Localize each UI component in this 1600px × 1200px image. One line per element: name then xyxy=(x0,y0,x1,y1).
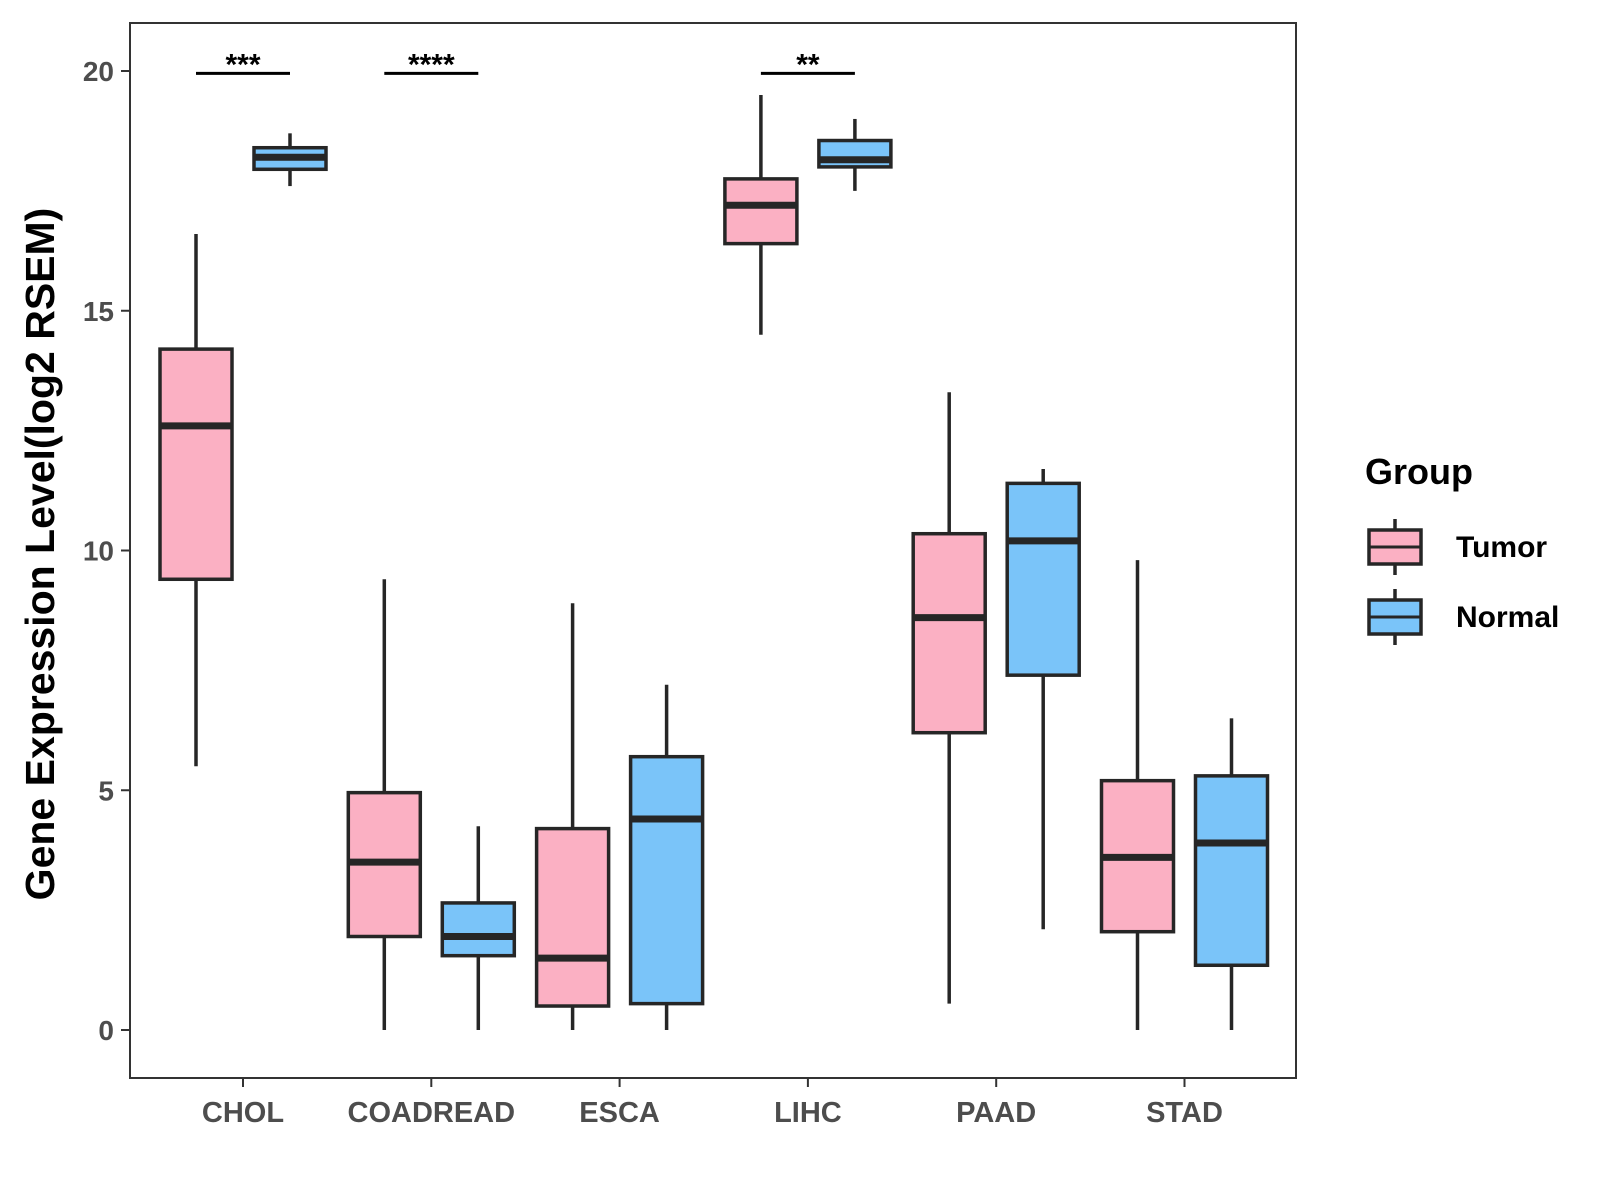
x-tick-label: CHOL xyxy=(202,1097,284,1129)
y-tick-label: 15 xyxy=(83,296,114,327)
box-normal-stad xyxy=(1193,718,1270,1030)
box-body xyxy=(440,901,517,958)
box-normal-chol xyxy=(252,133,328,187)
legend-title: Group xyxy=(1365,451,1473,492)
box-tumor-stad xyxy=(1099,560,1176,1030)
legend-items: Tumor Normal xyxy=(1367,519,1559,645)
significance-annotations: *** **** ** xyxy=(196,48,855,81)
significance-label: ** xyxy=(796,48,820,81)
box-body xyxy=(1193,774,1270,968)
box-body xyxy=(911,531,987,735)
boxes xyxy=(158,94,1270,1030)
x-tick-label: LIHC xyxy=(774,1097,842,1129)
legend: Group Tumor Normal xyxy=(1365,451,1559,645)
significance-chol: *** xyxy=(196,48,290,81)
box-normal-esca xyxy=(628,684,705,1030)
box-tumor-chol xyxy=(158,234,234,767)
box-body xyxy=(534,826,611,1008)
legend-label: Normal xyxy=(1456,601,1559,634)
legend-label: Tumor xyxy=(1456,531,1547,564)
box-body xyxy=(723,177,799,246)
legend-item-normal: Normal xyxy=(1367,589,1559,645)
y-tick-label: 0 xyxy=(98,1015,114,1046)
box-tumor-paad xyxy=(911,392,987,1004)
x-tick-label: COADREAD xyxy=(348,1097,516,1129)
significance-coadread: **** xyxy=(384,48,479,81)
legend-item-tumor: Tumor xyxy=(1367,519,1547,575)
box-tumor-lihc xyxy=(723,94,799,335)
x-axis: CHOL COADREAD ESCA LIHC PAAD STAD xyxy=(202,1078,1223,1129)
y-tick-label: 10 xyxy=(83,536,114,567)
box-tumor-coadread xyxy=(346,579,423,1030)
box-body xyxy=(158,347,234,582)
y-tick-label: 5 xyxy=(98,775,114,806)
box-normal-paad xyxy=(1005,468,1081,930)
box-body xyxy=(628,754,705,1006)
significance-lihc: ** xyxy=(760,48,855,81)
x-tick-label: PAAD xyxy=(956,1097,1036,1129)
y-tick-label: 20 xyxy=(83,56,114,87)
y-axis: 0 5 10 15 20 xyxy=(83,56,130,1046)
box-body xyxy=(1005,481,1081,677)
y-axis-title: Gene Expression Level(log2 RSEM) xyxy=(17,208,63,901)
x-tick-label: STAD xyxy=(1146,1097,1223,1129)
x-tick-label: ESCA xyxy=(579,1097,660,1129)
significance-label: **** xyxy=(408,48,455,81)
box-normal-coadread xyxy=(440,826,517,1030)
box-tumor-esca xyxy=(534,603,611,1030)
significance-label: *** xyxy=(225,48,260,81)
box-normal-lihc xyxy=(817,118,893,191)
